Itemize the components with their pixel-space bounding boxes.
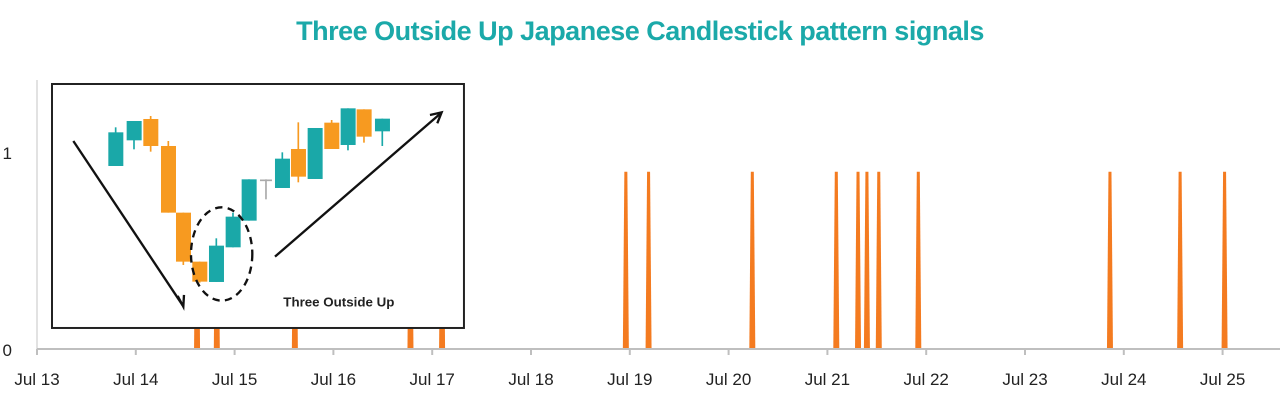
- x-tick-label: Jul 19: [607, 370, 652, 389]
- signal-spike: [749, 171, 756, 349]
- y-tick-label: 0: [3, 341, 12, 360]
- signal-spike: [1106, 171, 1113, 349]
- signal-spike: [915, 171, 922, 349]
- candlestick: [208, 238, 224, 282]
- signal-spike: [645, 171, 652, 349]
- pattern-highlight-ellipse: [189, 206, 254, 302]
- signal-spike: [833, 171, 840, 349]
- candlestick: [241, 179, 257, 221]
- x-tick-label: Jul 17: [410, 370, 455, 389]
- candlestick: [374, 118, 390, 146]
- chart-title: Three Outside Up Japanese Candlestick pa…: [296, 16, 984, 46]
- candlestick: [175, 212, 191, 265]
- x-tick-label: Jul 18: [508, 370, 553, 389]
- candlestick: [126, 120, 142, 150]
- signal-spike: [622, 171, 629, 349]
- x-tick-label: Jul 22: [904, 370, 949, 389]
- x-tick-label: Jul 13: [14, 370, 59, 389]
- candlestick: [324, 119, 340, 149]
- signal-spike: [855, 171, 862, 349]
- signal-spike: [875, 171, 882, 349]
- candlestick: [274, 152, 290, 188]
- x-tick-label: Jul 20: [706, 370, 751, 389]
- candlestick: [307, 127, 323, 179]
- signal-spike: [1221, 171, 1228, 349]
- candlestick: [143, 115, 159, 152]
- inset-illustration: Three Outside Up: [50, 82, 465, 329]
- down-arrow: [72, 140, 186, 311]
- candlestick: [356, 109, 372, 143]
- inset-label: Three Outside Up: [283, 295, 394, 310]
- x-tick-label: Jul 15: [212, 370, 257, 389]
- candlestick: [225, 212, 241, 248]
- doji-candle: [259, 179, 272, 200]
- x-tick-label: Jul 14: [113, 370, 158, 389]
- x-tick-label: Jul 21: [805, 370, 850, 389]
- candlestick: [192, 261, 208, 283]
- up-arrow: [274, 110, 444, 258]
- x-tick-label: Jul 25: [1200, 370, 1245, 389]
- candlestick: [160, 140, 176, 213]
- signal-spike: [1177, 171, 1184, 349]
- x-tick-label: Jul 16: [311, 370, 356, 389]
- x-tick-label: Jul 23: [1002, 370, 1047, 389]
- x-tick-label: Jul 24: [1101, 370, 1146, 389]
- y-tick-label: 1: [3, 144, 12, 163]
- candlestick: [340, 108, 356, 151]
- candlestick: [290, 122, 306, 183]
- candlestick: [108, 127, 124, 166]
- signal-spike: [863, 171, 870, 349]
